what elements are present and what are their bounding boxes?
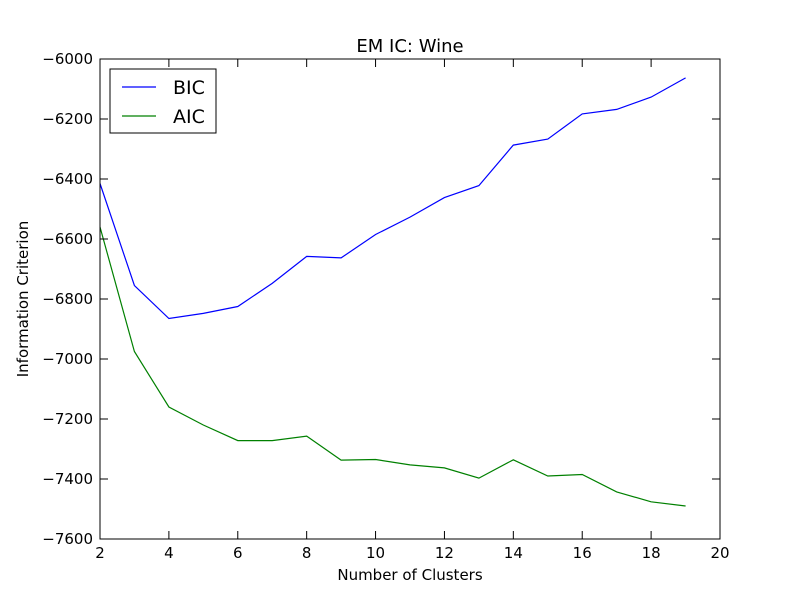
- x-tick-label: 20: [710, 544, 729, 562]
- x-axis-label: Number of Clusters: [337, 566, 482, 584]
- y-tick-label: −6800: [42, 290, 93, 308]
- series-line-aic: [99, 226, 686, 507]
- y-tick-label: −6000: [42, 50, 93, 68]
- plot-lines: [99, 77, 686, 507]
- legend: BIC AIC: [109, 68, 217, 134]
- y-tick-label: −7400: [42, 470, 93, 488]
- axis-ticks: 2 4 6 8 10 12 14 16 18 20 −6000 −6200 −6400 −6600 −680…: [42, 50, 729, 562]
- y-tick-label: −6600: [42, 230, 93, 248]
- x-tick-label: 2: [95, 544, 105, 562]
- legend-box: [109, 68, 217, 134]
- y-tick-label: −6400: [42, 170, 93, 188]
- y-axis-label: Information Criterion: [14, 221, 32, 378]
- legend-label-aic: AIC: [173, 106, 205, 128]
- y-tick-label: −7200: [42, 410, 93, 428]
- legend-label-bic: BIC: [173, 77, 205, 99]
- y-tick-label: −7600: [42, 530, 93, 548]
- x-tick-label: 18: [642, 544, 661, 562]
- x-tick-label: 14: [504, 544, 523, 562]
- x-tick-label: 6: [233, 544, 243, 562]
- x-tick-label: 12: [435, 544, 454, 562]
- series-line-bic: [99, 77, 686, 320]
- chart-title: EM IC: Wine: [356, 36, 463, 57]
- x-tick-label: 4: [164, 544, 174, 562]
- y-tick-label: −6200: [42, 110, 93, 128]
- x-tick-label: 10: [366, 544, 385, 562]
- x-tick-label: 16: [573, 544, 592, 562]
- y-tick-label: −7000: [42, 350, 93, 368]
- x-tick-label: 8: [302, 544, 312, 562]
